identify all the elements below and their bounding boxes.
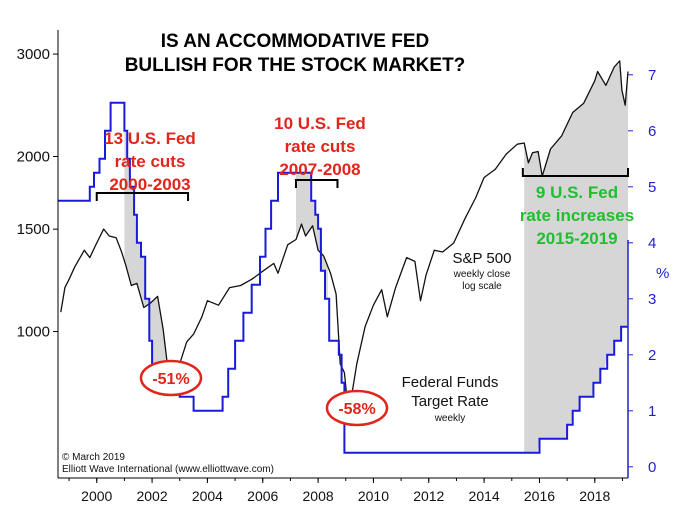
shaded-period-3	[524, 63, 628, 453]
credit-source: Elliott Wave International (www.elliottw…	[62, 464, 274, 475]
cuts-2000-bracket	[95, 192, 190, 201]
title-line-1: IS AN ACCOMMODATIVE FED	[161, 31, 429, 52]
left-tick-label: 3000	[17, 46, 50, 63]
sp500-sub-2: log scale	[462, 281, 502, 292]
cuts-2000-line-3: 2000-2003	[109, 175, 190, 194]
right-tick-label: 5	[648, 179, 656, 196]
right-tick-label: 6	[648, 123, 656, 140]
fedfunds-label-1: Federal Funds	[402, 374, 499, 391]
x-tick-label: 2012	[413, 488, 444, 504]
drop-1-label: -51%	[152, 371, 189, 388]
shaded-period-2	[296, 172, 328, 299]
left-tick-label: 1500	[17, 221, 50, 238]
left-axis-ticks: 1000 1500 2000 3000	[17, 46, 58, 341]
right-axis-unit: %	[656, 265, 669, 282]
fed-funds-series	[58, 101, 628, 454]
cuts-2007-line-2: rate cuts	[285, 137, 356, 156]
x-tick-label: 2008	[303, 488, 334, 504]
sp500-label: S&P 500	[453, 250, 512, 267]
cuts-2000-line-2: rate cuts	[115, 152, 186, 171]
sp500-series	[60, 60, 629, 402]
fedfunds-sub: weekly	[434, 413, 466, 424]
right-tick-label: 4	[648, 235, 656, 252]
hikes-2015-line-2: rate increases	[520, 206, 634, 225]
x-tick-label: 2006	[247, 488, 278, 504]
cuts-2000-line-1: 13 U.S. Fed	[104, 129, 196, 148]
drop-1-ellipse	[139, 359, 203, 397]
x-tick-label: 2000	[81, 488, 112, 504]
right-tick-label: 7	[648, 67, 656, 84]
left-tick-label: 2000	[17, 148, 50, 165]
hikes-2015-line-3: 2015-2019	[536, 229, 617, 248]
x-tick-label: 2014	[469, 488, 500, 504]
right-axis-ticks: 0 1 2 3 4 5 6 7	[628, 67, 656, 476]
cuts-2007-line-3: 2007-2008	[279, 160, 360, 179]
drop-2-ellipse	[325, 389, 389, 427]
right-tick-label: 0	[648, 459, 656, 476]
x-tick-label: 2002	[136, 488, 167, 504]
hikes-2015-bracket	[521, 168, 629, 177]
x-tick-label: 2018	[579, 488, 610, 504]
right-tick-label: 3	[648, 291, 656, 308]
cuts-2007-bracket	[294, 179, 339, 188]
hikes-2015-line-1: 9 U.S. Fed	[536, 183, 618, 202]
credit-date: © March 2019	[62, 452, 125, 463]
sp500-line	[60, 60, 629, 402]
drop-2-label: -58%	[338, 401, 375, 418]
x-tick-label: 2016	[524, 488, 555, 504]
sp500-sub-1: weekly close	[453, 269, 511, 280]
cuts-2007-line-1: 10 U.S. Fed	[274, 114, 366, 133]
fed-funds-line	[58, 101, 628, 454]
right-tick-label: 2	[648, 347, 656, 364]
fedfunds-label-2: Target Rate	[411, 393, 489, 410]
x-tick-label: 2010	[358, 488, 389, 504]
title-line-2: BULLISH FOR THE STOCK MARKET?	[125, 55, 466, 76]
x-tick-label: 2004	[192, 488, 223, 504]
x-axis-ticks: 2000 2002 2004 2006 2008 2010 2012 2014 2016 2018	[68, 478, 623, 504]
left-tick-label: 1000	[17, 324, 50, 341]
right-tick-label: 1	[648, 403, 656, 420]
